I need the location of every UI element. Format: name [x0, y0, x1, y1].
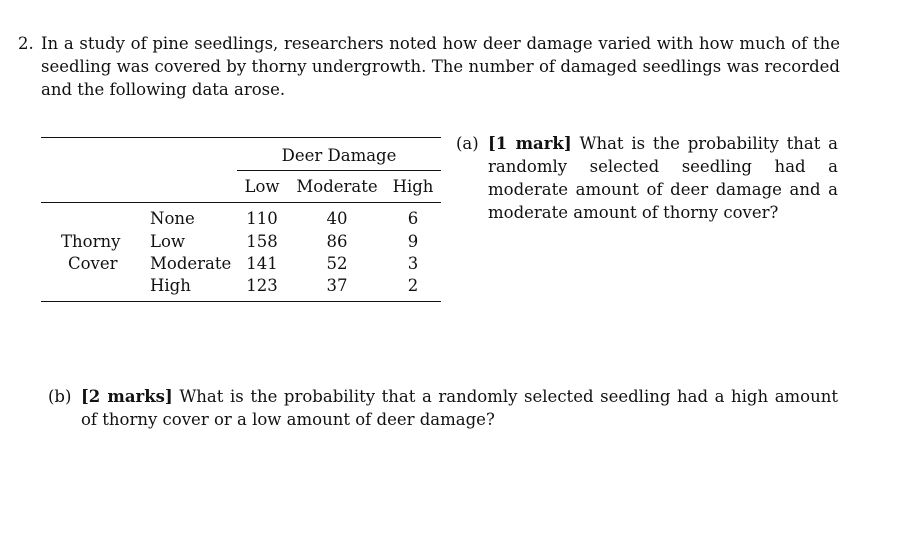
problem-number: 2.	[18, 34, 34, 53]
cell-none-high: 6	[407, 209, 419, 228]
cell-low-moderate: 86	[326, 232, 348, 251]
part-a-body: [1 mark] What is the probability that a …	[488, 132, 838, 224]
part-a-label: (a)	[456, 134, 479, 153]
header-rule	[41, 202, 441, 203]
row-label-none: None	[150, 209, 195, 228]
part-a-question: What is the probability that a randomly …	[488, 134, 838, 222]
question-part-b: (b) [2 marks] What is the probability th…	[48, 385, 838, 431]
cell-high-low: 123	[246, 276, 278, 295]
row-group-label-2: Cover	[68, 254, 118, 273]
column-header-moderate: Moderate	[296, 177, 378, 196]
row-label-moderate: Moderate	[150, 254, 232, 273]
cell-moderate-high: 3	[407, 254, 419, 273]
part-b-marks: [2 marks]	[81, 387, 173, 406]
cell-low-high: 9	[407, 232, 419, 251]
problem-statement: 2. In a study of pine seedlings, researc…	[18, 32, 840, 101]
column-group-header: Deer Damage	[281, 146, 397, 165]
part-a-marks: [1 mark]	[488, 134, 572, 153]
column-header-high: High	[392, 177, 434, 196]
cell-high-moderate: 37	[326, 276, 348, 295]
problem-text: In a study of pine seedlings, researcher…	[41, 34, 840, 99]
cell-none-low: 110	[246, 209, 278, 228]
part-b-body: [2 marks] What is the probability that a…	[81, 385, 838, 431]
part-b-label: (b)	[48, 387, 72, 406]
row-label-low: Low	[150, 232, 186, 251]
cell-low-low: 158	[246, 232, 278, 251]
cell-moderate-moderate: 52	[326, 254, 348, 273]
row-label-high: High	[150, 276, 191, 295]
part-b-question: What is the probability that a randomly …	[81, 387, 839, 429]
table-top-rule	[41, 137, 441, 139]
column-group-rule	[237, 170, 441, 171]
contingency-table: Deer Damage Low Moderate High Thorny Cov…	[41, 137, 441, 303]
row-group-label-1: Thorny	[61, 232, 121, 251]
table-bottom-rule	[41, 301, 441, 303]
cell-high-high: 2	[407, 276, 419, 295]
cell-moderate-low: 141	[246, 254, 278, 273]
column-header-low: Low	[244, 177, 280, 196]
cell-none-moderate: 40	[326, 209, 348, 228]
question-part-a: (a) [1 mark] What is the probability tha…	[456, 132, 838, 224]
